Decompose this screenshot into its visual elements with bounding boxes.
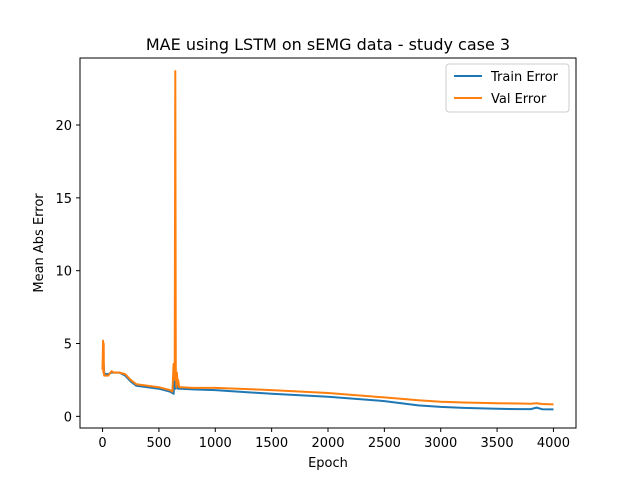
x-tick-label: 2500 — [368, 436, 401, 451]
series-line-val-error — [101, 70, 554, 406]
y-tick-label: 5 — [64, 338, 72, 353]
y-tick-label: 20 — [55, 119, 72, 134]
chart-title: MAE using LSTM on sEMG data - study case… — [146, 35, 510, 54]
x-tick-label: 4000 — [537, 436, 570, 451]
x-tick-label: 3000 — [424, 436, 457, 451]
x-tick-label: 1500 — [255, 436, 288, 451]
x-tick-label: 2000 — [311, 436, 344, 451]
legend-label-train: Train Error — [490, 70, 559, 85]
legend-label-val: Val Error — [491, 92, 547, 107]
plot-area — [101, 70, 554, 411]
y-tick-label: 10 — [55, 265, 72, 280]
legend: Train Error Val Error — [445, 63, 570, 113]
y-axis: 0 5 10 15 20 — [55, 119, 80, 425]
y-tick-label: 0 — [64, 410, 72, 425]
x-tick-label: 1000 — [199, 436, 232, 451]
y-axis-label: Mean Abs Error — [32, 193, 47, 293]
x-tick-label: 500 — [146, 436, 171, 451]
x-tick-label: 0 — [98, 436, 106, 451]
x-axis-label: Epoch — [308, 456, 348, 471]
x-tick-label: 3500 — [481, 436, 514, 451]
x-axis: 0 500 1000 1500 2000 2500 3000 3500 4000 — [98, 428, 570, 451]
y-tick-label: 15 — [55, 192, 72, 207]
